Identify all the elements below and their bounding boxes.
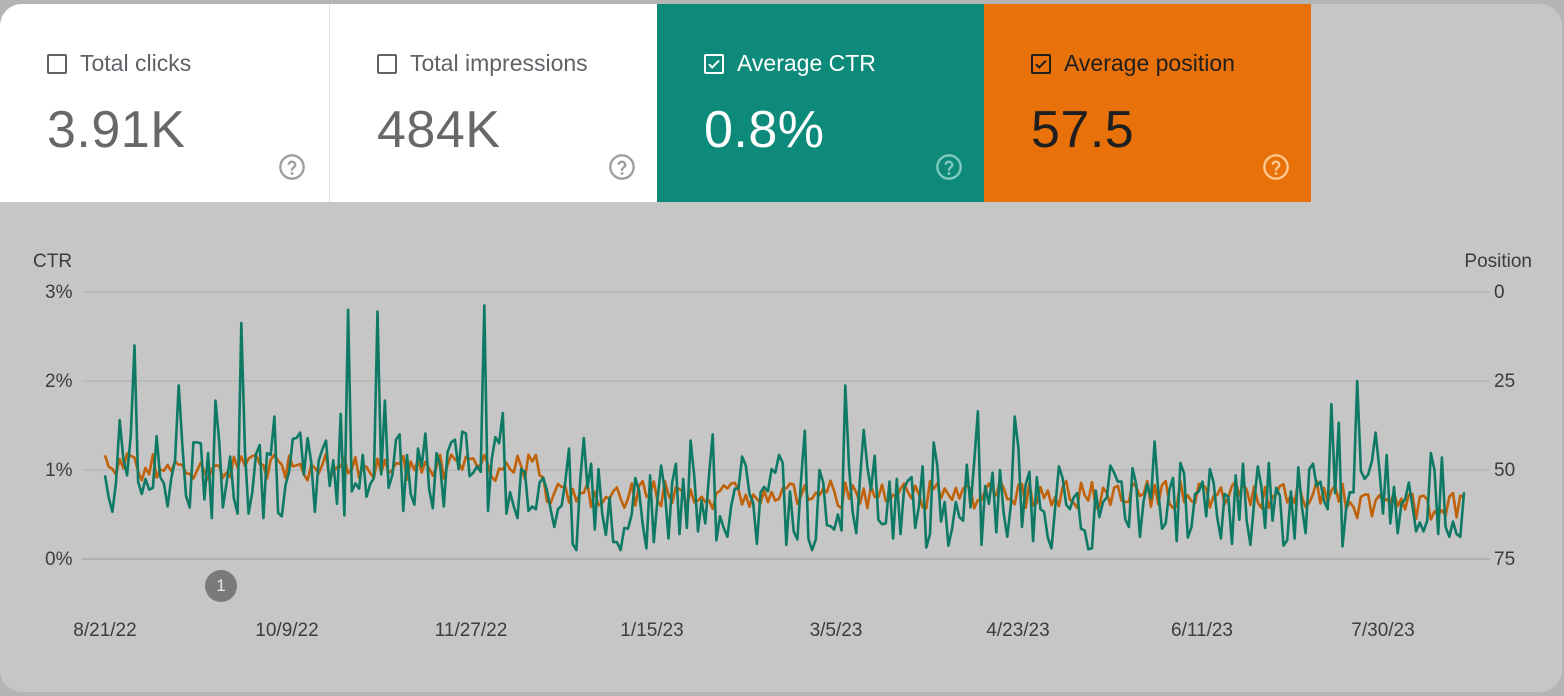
- total-impressions-value: 484K: [377, 101, 501, 159]
- checked-checkbox-icon[interactable]: [704, 53, 724, 74]
- annotation-marker[interactable]: 1: [205, 570, 237, 602]
- average-ctr-label: Average CTR: [737, 50, 876, 76]
- average-position-card[interactable]: Average position 57.5: [984, 4, 1311, 202]
- right-tick-label: 75: [1494, 549, 1516, 570]
- total-impressions-toggle[interactable]: Total impressions: [377, 50, 588, 77]
- total-clicks-label: Total clicks: [80, 50, 192, 76]
- checked-checkbox-icon[interactable]: [1031, 53, 1051, 74]
- average-ctr-card[interactable]: Average CTR 0.8%: [657, 4, 984, 202]
- average-ctr-value: 0.8%: [704, 101, 825, 159]
- x-tick-label: 6/11/23: [1171, 620, 1233, 641]
- left-axis-title: CTR: [33, 251, 73, 272]
- total-clicks-card[interactable]: Total clicks 3.91K: [0, 4, 330, 202]
- left-tick-label: 3%: [45, 282, 73, 303]
- average-position-toggle[interactable]: Average position: [1031, 50, 1235, 77]
- average-ctr-series-line[interactable]: [103, 304, 1466, 552]
- performance-panel: Total clicks 3.91K Total impressions 484…: [0, 4, 1562, 692]
- help-icon[interactable]: [1262, 153, 1290, 181]
- unchecked-checkbox-icon[interactable]: [47, 53, 67, 74]
- average-position-label: Average position: [1064, 50, 1235, 76]
- right-axis-title: Position: [1464, 251, 1532, 272]
- x-tick-label: 10/9/22: [255, 620, 319, 641]
- series-lines[interactable]: [103, 304, 1466, 552]
- unchecked-checkbox-icon[interactable]: [377, 53, 397, 74]
- average-position-value: 57.5: [1031, 101, 1135, 159]
- help-icon[interactable]: [278, 153, 306, 181]
- x-tick-label: 1/15/23: [620, 620, 684, 641]
- x-tick-label: 3/5/23: [809, 620, 863, 641]
- right-tick-label: 50: [1494, 460, 1516, 481]
- right-tick-label: 25: [1494, 371, 1516, 392]
- x-tick-label: 8/21/22: [73, 620, 137, 641]
- right-tick-label: 0: [1494, 282, 1505, 303]
- left-tick-label: 0%: [45, 549, 73, 570]
- x-tick-label: 4/23/23: [986, 620, 1050, 641]
- performance-chart[interactable]: [0, 4, 1562, 692]
- x-tick-label: 7/30/23: [1351, 620, 1415, 641]
- metric-cards: Total clicks 3.91K Total impressions 484…: [0, 4, 1312, 204]
- left-tick-label: 1%: [45, 460, 73, 481]
- left-tick-label: 2%: [45, 371, 73, 392]
- average-ctr-toggle[interactable]: Average CTR: [704, 50, 876, 77]
- total-clicks-toggle[interactable]: Total clicks: [47, 50, 191, 77]
- total-clicks-value: 3.91K: [47, 101, 186, 159]
- help-icon[interactable]: [935, 153, 963, 181]
- total-impressions-label: Total impressions: [410, 50, 588, 76]
- x-tick-label: 11/27/22: [434, 620, 508, 641]
- help-icon[interactable]: [608, 153, 636, 181]
- total-impressions-card[interactable]: Total impressions 484K: [330, 4, 657, 202]
